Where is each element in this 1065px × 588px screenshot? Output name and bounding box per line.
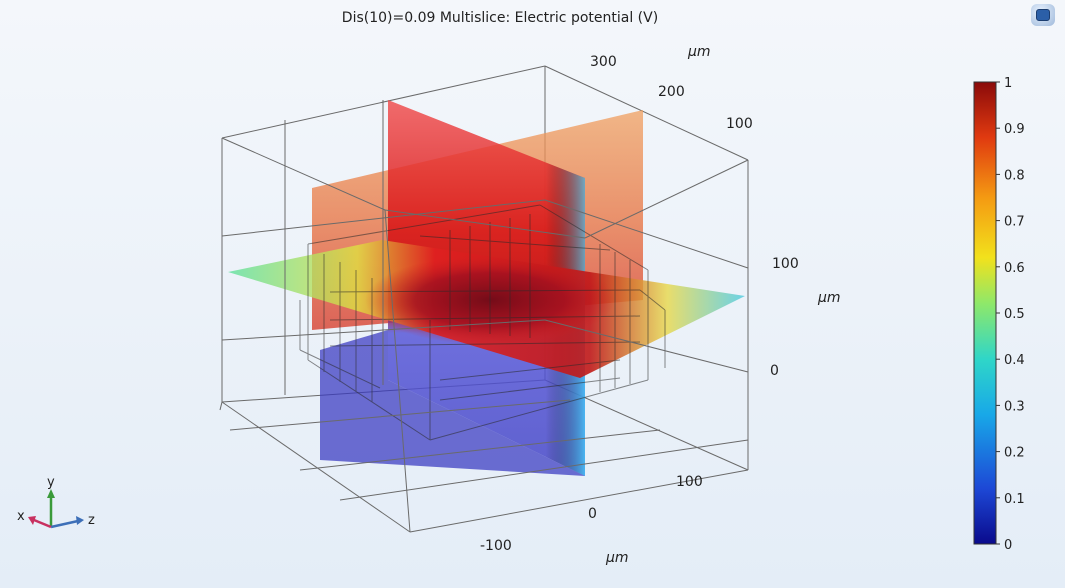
z-tick-label: 200 — [658, 84, 685, 100]
colorbar-tick-label: 0.5 — [1004, 307, 1025, 322]
x-tick-label: -100 — [480, 538, 512, 554]
view-icon[interactable] — [1031, 4, 1055, 26]
colorbar-ticks: 0 0.1 0.2 0.3 0.4 0.5 0.6 0.7 0.8 0.9 1 — [996, 76, 1025, 553]
colorbar-tick-label: 0.1 — [1004, 492, 1025, 507]
y-axis-unit: μm — [817, 290, 841, 306]
colorbar-tick-label: 0.6 — [1004, 261, 1025, 276]
colorbar-tick-label: 0 — [1004, 538, 1012, 553]
colorbar-tick-label: 0.4 — [1004, 353, 1025, 368]
triad-y-label: y — [47, 475, 55, 490]
z-tick-label: 100 — [726, 116, 753, 132]
x-tick-label: 100 — [676, 474, 703, 490]
axis-triad: y z x — [17, 475, 95, 529]
bounding-box-front — [219, 100, 749, 533]
x-axis-unit: μm — [605, 550, 629, 566]
z-axis-unit: μm — [687, 44, 711, 60]
slice-vertical-lower — [320, 330, 585, 476]
colorbar-tick-label: 0.2 — [1004, 446, 1025, 461]
device-mesh — [299, 204, 666, 441]
colorbar — [973, 81, 997, 545]
y-tick-label: 0 — [770, 363, 779, 379]
triad-x-label: x — [17, 509, 25, 524]
colorbar-tick-label: 0.8 — [1004, 168, 1025, 183]
triad-z-label: z — [88, 513, 95, 528]
y-tick-label: 100 — [772, 256, 799, 272]
colorbar-tick-label: 0.3 — [1004, 399, 1025, 414]
colorbar-tick-label: 0.9 — [1004, 122, 1025, 137]
x-tick-label: 0 — [588, 506, 597, 522]
colorbar-tick-label: 0.7 — [1004, 215, 1025, 230]
colorbar-tick-label: 1 — [1004, 76, 1012, 91]
z-tick-label: 300 — [590, 54, 617, 70]
plot-title: Dis(10)=0.09 Multislice: Electric potent… — [341, 10, 659, 26]
